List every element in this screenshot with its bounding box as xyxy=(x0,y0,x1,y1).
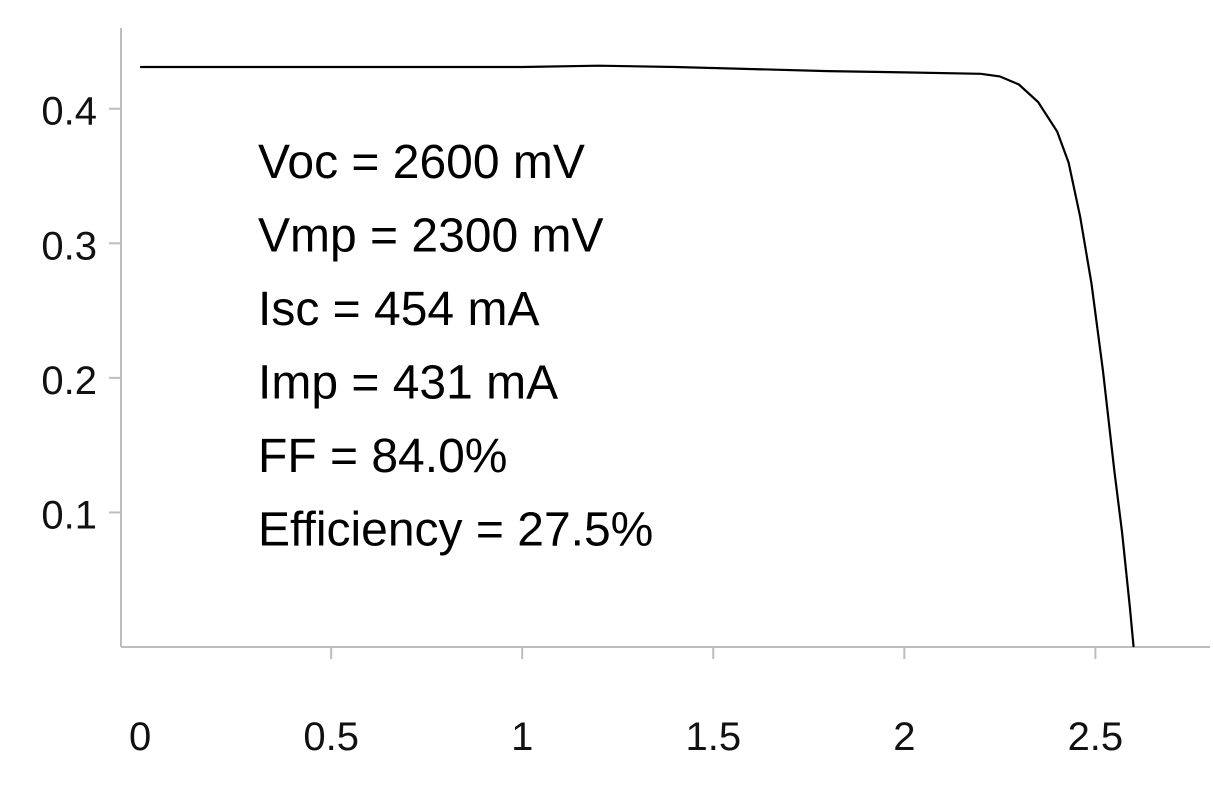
x-tick-label: 1 xyxy=(511,715,533,759)
series xyxy=(140,64,1135,648)
annotation-text: Voc = 2600 mV xyxy=(258,136,585,189)
annotation-text: Vmp = 2300 mV xyxy=(258,210,604,263)
y-tick-label: 0.4 xyxy=(41,90,97,134)
axes xyxy=(120,28,1210,648)
y-tick-label: 0.3 xyxy=(41,224,97,268)
iv-curve-line xyxy=(140,64,1135,648)
tick-labels: 0 0.5 1 1.5 2 2.5 0.1 0.2 0.3 0.4 xyxy=(41,90,1123,759)
annotation-text: Efficiency = 27.5% xyxy=(258,504,653,557)
annotation-text: FF = 84.0% xyxy=(258,430,507,483)
x-tick-label: 2.5 xyxy=(1068,715,1124,759)
x-tick-label: 1.5 xyxy=(685,715,741,759)
annotations: Voc = 2600 mV Vmp = 2300 mV Isc = 454 mA Im… xyxy=(258,136,653,557)
annotation-text: Imp = 431 mA xyxy=(258,357,558,410)
x-tick-label: 0.5 xyxy=(303,715,359,759)
annotation-text: Isc = 454 mA xyxy=(258,283,539,336)
ticks xyxy=(109,107,1097,659)
y-tick-label: 0.2 xyxy=(41,359,97,403)
x-tick-label: 0 xyxy=(129,715,151,759)
y-tick-label: 0.1 xyxy=(41,493,97,537)
x-tick-label: 2 xyxy=(893,715,915,759)
